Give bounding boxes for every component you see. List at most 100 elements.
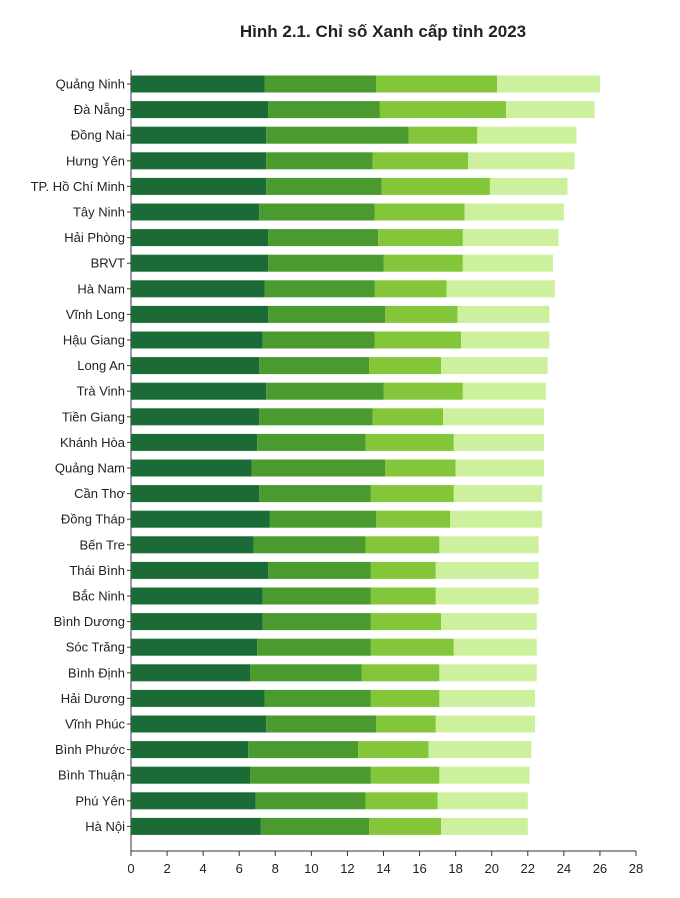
bar-segment — [455, 459, 545, 477]
bar-segment — [372, 408, 444, 426]
x-tick-label: 16 — [412, 861, 426, 876]
bar-segment — [441, 357, 548, 375]
bar-segment — [439, 766, 530, 784]
bar-segment — [262, 331, 375, 349]
bar-segment — [131, 382, 267, 400]
category-label: Đà Nẵng — [74, 102, 125, 117]
bar-segment — [450, 510, 543, 528]
bar-segment — [374, 203, 465, 221]
category-label: Đồng Nai — [71, 128, 125, 143]
bar-segment — [262, 587, 371, 605]
bar-segment — [250, 664, 362, 682]
bar-segment — [365, 536, 440, 554]
bar-segment — [358, 741, 429, 759]
bar-segment — [266, 715, 377, 733]
bar-segment — [408, 126, 478, 144]
bar-segment — [506, 101, 595, 119]
bar-segment — [489, 177, 568, 195]
bar-segment — [370, 689, 440, 707]
category-label: Hải Phòng — [64, 230, 125, 245]
bar-segment — [376, 715, 436, 733]
bar-segment — [370, 613, 442, 631]
bar-segment — [131, 613, 263, 631]
bar-segment — [446, 280, 555, 298]
bar-segment — [441, 613, 537, 631]
category-label: Vĩnh Long — [66, 307, 125, 322]
bar-segment — [435, 561, 539, 579]
category-label: Khánh Hòa — [60, 435, 126, 450]
x-tick-label: 22 — [521, 861, 535, 876]
bar-segment — [131, 408, 260, 426]
category-label: Bình Thuận — [58, 768, 125, 783]
category-label: Phú Yên — [75, 793, 125, 808]
bar-segment — [257, 638, 371, 656]
bar-segment — [131, 280, 265, 298]
bar-segment — [131, 126, 267, 144]
bar-segment — [264, 75, 377, 93]
x-tick-label: 18 — [448, 861, 462, 876]
bar-segment — [378, 229, 463, 247]
bar-segment — [131, 152, 267, 170]
bar-segment — [131, 817, 261, 835]
bar-segment — [372, 152, 469, 170]
bar-segment — [266, 152, 373, 170]
bar-segment — [257, 433, 366, 451]
bar-segment — [370, 587, 436, 605]
x-tick-label: 2 — [163, 861, 170, 876]
bar-segment — [269, 510, 377, 528]
bar-segment — [457, 305, 550, 323]
category-label: Hưng Yên — [66, 153, 125, 168]
bar-segment — [131, 203, 260, 221]
bar-segment — [376, 510, 451, 528]
bar-segment — [131, 587, 263, 605]
bar-segment — [268, 305, 386, 323]
bar-segment — [266, 177, 382, 195]
category-label: Tiền Giang — [62, 409, 125, 424]
category-label: Sóc Trăng — [66, 640, 125, 655]
bar-segment — [453, 638, 537, 656]
bar-segment — [428, 741, 532, 759]
bar-segment — [383, 382, 463, 400]
bar-segment — [462, 254, 554, 272]
bar-segment — [477, 126, 577, 144]
bar-segment — [131, 433, 258, 451]
bar-segment — [453, 485, 543, 503]
bar-segment — [262, 613, 371, 631]
bar-segment — [131, 536, 254, 554]
category-label: Vĩnh Phúc — [65, 717, 125, 732]
bar-segment — [376, 75, 498, 93]
bar-segment — [251, 459, 386, 477]
bar-segment — [131, 741, 249, 759]
x-tick-label: 26 — [593, 861, 607, 876]
bar-segment — [260, 817, 370, 835]
bar-segment — [464, 203, 564, 221]
bar-segment — [379, 101, 507, 119]
category-label: Bến Tre — [79, 537, 125, 552]
bar-segment — [131, 792, 256, 810]
bar-segment — [259, 485, 371, 503]
bar-segment — [370, 561, 436, 579]
bar-segment — [255, 792, 366, 810]
bar-segment — [268, 254, 384, 272]
x-tick-label: 20 — [484, 861, 498, 876]
bar-segment — [365, 792, 438, 810]
bar-segment — [497, 75, 600, 93]
bar-segment — [131, 561, 269, 579]
bar-segment — [131, 715, 267, 733]
category-label: Thái Bình — [69, 563, 125, 578]
x-tick-label: 14 — [376, 861, 390, 876]
bar-segment — [361, 664, 440, 682]
x-tick-label: 12 — [340, 861, 354, 876]
category-label: BRVT — [91, 256, 125, 271]
bar-segment — [131, 485, 260, 503]
bar-segment — [131, 254, 269, 272]
category-label: Trà Vinh — [77, 384, 125, 399]
bar-segment — [264, 280, 375, 298]
bar-segment — [385, 305, 458, 323]
bar-segment — [441, 817, 528, 835]
bar-segment — [131, 357, 260, 375]
bar-segment — [131, 101, 269, 119]
bar-segment — [131, 766, 251, 784]
bar-segment — [131, 177, 267, 195]
bar-segment — [462, 229, 559, 247]
